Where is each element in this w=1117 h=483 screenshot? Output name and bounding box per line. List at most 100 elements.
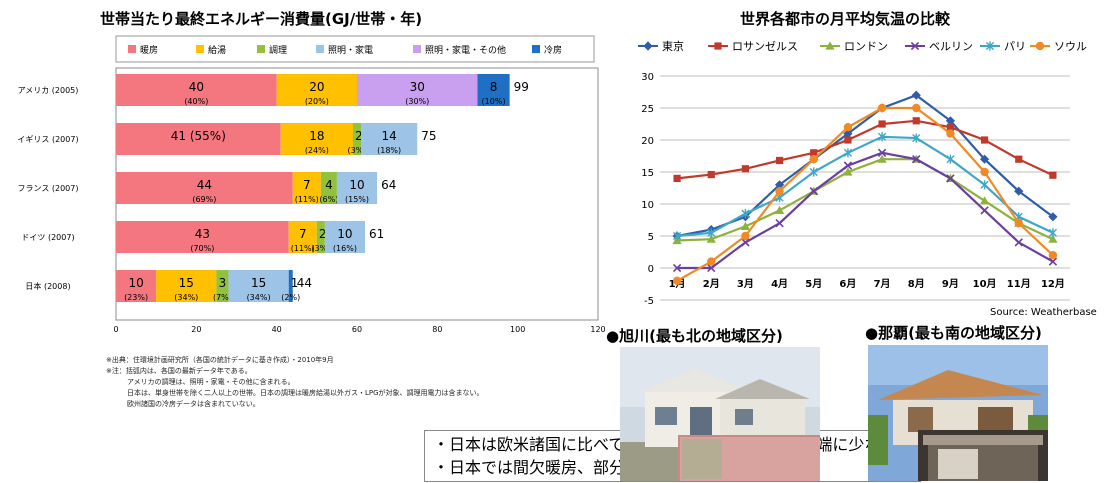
y-tick-label: 30 xyxy=(641,72,654,83)
x-tick-label: 6月 xyxy=(839,278,856,290)
note-line: 欧州諸国の冷房データは含まれていない。 xyxy=(106,400,260,408)
y-tick-label: -5 xyxy=(644,296,654,307)
data-point xyxy=(979,196,990,205)
x-tick-label: 100 xyxy=(510,325,525,334)
x-tick-label: 3月 xyxy=(737,278,754,290)
x-tick-label: 10月 xyxy=(973,278,997,290)
data-point xyxy=(946,174,955,183)
data-point xyxy=(980,180,989,190)
bar-percent-label: (18%) xyxy=(377,146,401,155)
bar-segment xyxy=(276,74,357,106)
bar-percent-label: (10%) xyxy=(482,97,506,106)
right-chart-title: 世界各都市の月平均気温の比較 xyxy=(740,10,951,28)
data-point xyxy=(740,221,751,230)
bar-percent-label: (3%) xyxy=(348,146,367,155)
data-point xyxy=(707,263,716,273)
bar-percent-label: (69%) xyxy=(192,195,216,204)
category-label: フランス (2007) xyxy=(18,184,79,193)
bar-segment xyxy=(228,270,289,302)
data-point xyxy=(946,129,955,138)
source-notes: ※出典：住環境計画研究所（各国の統計データに基き作成）・2010年9月 ※注：括弧… xyxy=(106,355,484,410)
data-point xyxy=(707,228,716,238)
legend-label: 東京 xyxy=(662,39,684,53)
legend-label: ロンドン xyxy=(844,40,888,53)
bar-value-label: 8 xyxy=(490,80,498,94)
data-point xyxy=(775,156,784,165)
asahikawa-title: ●旭川(最も北の地域区分) xyxy=(606,327,783,345)
category-label: ドイツ (2007) xyxy=(21,233,74,242)
energy-bar-chart: 暖房 給湯 調理 照明・家電 照明・家電・その他 冷房0 20 40 60 80 100 120アメリ… xyxy=(17,35,606,334)
legend-swatch xyxy=(413,45,421,53)
data-point xyxy=(946,123,955,131)
data-point xyxy=(741,209,750,219)
bar-value-label: 2 xyxy=(355,129,363,143)
legend-marker xyxy=(714,42,722,50)
data-point xyxy=(809,155,818,164)
data-point xyxy=(810,149,818,157)
data-point xyxy=(1014,186,1024,196)
legend-marker xyxy=(643,41,653,51)
data-point xyxy=(979,154,990,164)
data-point xyxy=(706,234,716,243)
bar-value-label: 20 xyxy=(309,80,324,94)
bar-segment xyxy=(361,123,418,155)
legend-label: 暖房 xyxy=(140,44,158,56)
bar-segment xyxy=(156,270,217,302)
data-point xyxy=(1015,155,1023,163)
data-point xyxy=(878,120,886,128)
bar-value-label: 2 xyxy=(319,227,327,241)
legend-swatch xyxy=(128,45,136,53)
bar-percent-label: (11%) xyxy=(291,244,315,253)
data-point xyxy=(809,187,818,196)
bar-value-label: 1 xyxy=(291,276,299,290)
bar-segment xyxy=(280,123,353,155)
bar-segment xyxy=(324,221,366,253)
bar-percent-label: (7%) xyxy=(213,293,232,302)
data-point xyxy=(877,148,887,157)
category-label: 日本 (2008) xyxy=(25,281,70,291)
data-point xyxy=(843,161,853,170)
y-tick-label: 5 xyxy=(648,232,654,243)
x-tick-label: 40 xyxy=(272,325,282,334)
bar-value-label: 7 xyxy=(303,178,311,192)
bar-value-label: 4 xyxy=(325,178,333,192)
bar-segment xyxy=(316,221,325,253)
data-point xyxy=(673,174,681,182)
data-point xyxy=(1048,212,1058,222)
bar-value-label: 15 xyxy=(179,276,194,290)
bar-segment xyxy=(336,172,378,204)
legend-label: ロサンゼルス xyxy=(732,40,798,53)
bar-value-label: 10 xyxy=(337,227,352,241)
note-line: 日本は、単身世帯を除く二人以上の世帯。日本の調理は暖房給湯以外ガス・LPGが対象… xyxy=(106,389,484,397)
data-point xyxy=(809,167,818,177)
legend-swatch xyxy=(257,45,265,53)
bar-segment xyxy=(357,74,478,106)
data-point xyxy=(912,133,921,143)
bar-value-label: 3 xyxy=(219,276,227,290)
legend-marker xyxy=(985,41,995,51)
legend-swatch xyxy=(316,45,324,53)
y-tick-label: 25 xyxy=(641,104,654,115)
data-point xyxy=(877,132,887,142)
note-line: ※注：括弧内は、各国の最新データ年である。 xyxy=(106,367,252,375)
data-point xyxy=(775,219,784,228)
data-point xyxy=(1014,238,1023,247)
data-point xyxy=(843,167,853,176)
bar-percent-label: (11%) xyxy=(295,195,319,204)
series-line xyxy=(677,151,1054,270)
bar-segment xyxy=(288,270,293,302)
data-point xyxy=(843,123,853,132)
data-point xyxy=(945,116,956,126)
bar-value-label: 41 (55%) xyxy=(171,129,226,143)
legend-label: 調理 xyxy=(269,44,287,56)
legend-label: 照明・家電・その他 xyxy=(425,44,506,56)
note-line: アメリカの調理は、照明・家電・その他に含まれる。 xyxy=(106,378,295,386)
bar-percent-label: (34%) xyxy=(247,293,271,302)
legend-label: パリ xyxy=(1004,40,1026,53)
bar-percent-label: (20%) xyxy=(305,97,329,106)
bar-total-label: 44 xyxy=(297,276,312,290)
legend-marker xyxy=(825,41,835,50)
bar-percent-label: (16%) xyxy=(333,244,357,253)
x-tick-label: 12月 xyxy=(1041,278,1065,290)
legend-marker xyxy=(910,41,920,51)
